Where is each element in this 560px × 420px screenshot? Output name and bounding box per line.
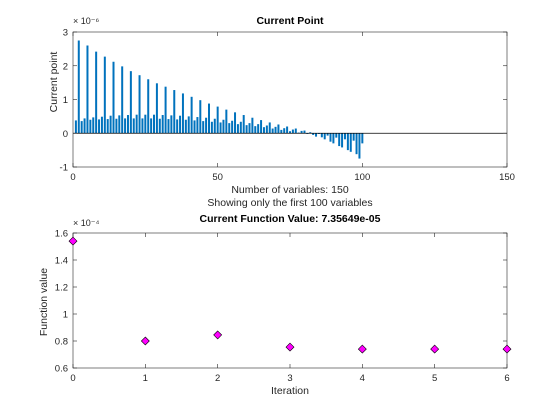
current-point-title: Current Point: [256, 15, 324, 27]
function-value-y-ticks: 0.6 0.8 1 1.2 1.4 1.6: [55, 229, 507, 375]
current-point-x-tick-label: 50: [212, 172, 223, 183]
function-value-y-exponent: × 10⁻⁴: [73, 218, 100, 228]
function-value-x-tick-label: 4: [360, 373, 365, 384]
current-point-x-tick-label: 150: [499, 172, 515, 183]
function-value-axes: Current Function Value: 7.35649e-05 × 10…: [38, 213, 512, 397]
function-value-marker: [140, 336, 150, 346]
function-value-y-tick-label: 1.2: [55, 283, 68, 294]
current-point-stems: [74, 40, 364, 159]
function-value-x-tick-label: 3: [287, 373, 292, 384]
function-value-x-ticks: 0 1 2 3 4 5 6: [70, 233, 510, 384]
current-point-y-label: Current point: [48, 52, 60, 113]
function-value-x-tick-label: 5: [432, 373, 437, 384]
function-value-y-tick-label: 0.6: [55, 364, 68, 375]
current-point-y-tick-label: 1: [63, 95, 68, 106]
current-point-y-tick-label: 0: [63, 129, 68, 140]
current-point-y-tick-label: 3: [63, 28, 68, 39]
current-point-x-tick-label: 100: [354, 172, 370, 183]
current-point-x-tick-label: 0: [70, 172, 75, 183]
current-point-x-ticks: 0 50 100 150: [70, 32, 515, 183]
function-value-x-tick-label: 0: [70, 373, 75, 384]
function-value-x-label: Iteration: [271, 385, 309, 397]
function-value-y-tick-label: 1.6: [55, 229, 68, 240]
function-value-marker: [430, 344, 440, 354]
current-point-y-tick-label: 2: [63, 61, 68, 72]
function-value-marker: [68, 236, 78, 246]
function-value-marker: [285, 342, 295, 352]
current-point-y-ticks: -1 0 1 2 3: [60, 28, 507, 174]
current-point-x-label-line2: Showing only the first 100 variables: [207, 197, 372, 209]
function-value-y-tick-label: 1: [63, 310, 68, 321]
current-point-y-exponent: × 10⁻⁶: [73, 16, 100, 26]
current-point-x-label-line1: Number of variables: 150: [231, 184, 348, 196]
function-value-marker: [502, 344, 512, 354]
current-point-y-tick-label: -1: [60, 163, 68, 174]
function-value-y-tick-label: 0.8: [55, 337, 68, 348]
function-value-title: Current Function Value: 7.35649e-05: [200, 213, 381, 225]
function-value-marker: [213, 330, 223, 340]
current-point-axes-box: [72, 31, 508, 168]
function-value-marker: [357, 344, 367, 354]
function-value-x-tick-label: 6: [504, 373, 509, 384]
function-value-x-tick-label: 1: [143, 373, 148, 384]
function-value-markers: [68, 236, 512, 354]
function-value-x-tick-label: 2: [215, 373, 220, 384]
function-value-y-tick-label: 1.4: [55, 256, 68, 267]
function-value-y-label: Function value: [38, 268, 50, 336]
